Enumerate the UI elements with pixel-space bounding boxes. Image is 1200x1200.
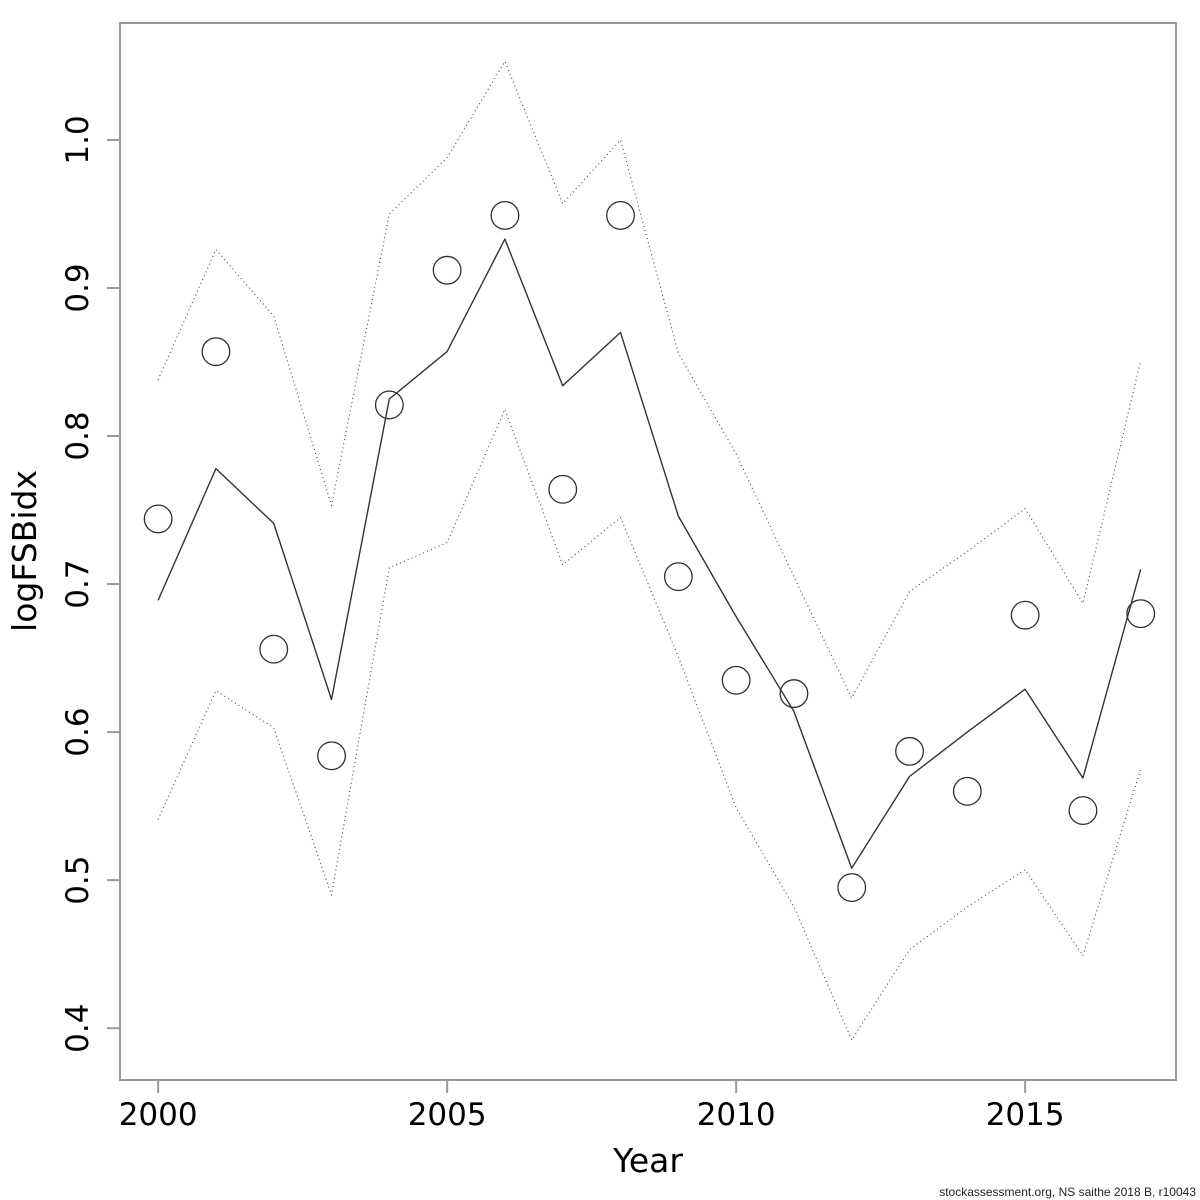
x-axis-title: Year xyxy=(612,1141,683,1180)
y-tick-label: 0.4 xyxy=(60,1004,96,1053)
observed-point xyxy=(1068,796,1098,826)
series-layer xyxy=(143,60,1156,1041)
observed-point xyxy=(721,665,751,695)
observed-point xyxy=(259,634,289,664)
y-axis-title: logFSBidx xyxy=(5,470,44,632)
y-tick-label: 0.6 xyxy=(60,707,96,756)
x-tick-label: 2005 xyxy=(408,1097,487,1133)
ci-upper-line xyxy=(157,60,1142,699)
observed-point xyxy=(606,201,635,230)
observed-point xyxy=(1010,600,1040,630)
watermark: stockassessment.org, NS saithe 2018 B, r… xyxy=(939,1185,1196,1199)
observed-point xyxy=(1126,599,1156,629)
x-tick-label: 2015 xyxy=(986,1097,1065,1133)
observed-point xyxy=(895,736,924,766)
observed-point xyxy=(201,337,231,367)
ci-lower-line xyxy=(157,408,1142,1041)
x-axis: 2000 2005 2010 2015 xyxy=(119,1080,1065,1133)
observed-point xyxy=(317,741,346,771)
observed-point xyxy=(432,255,462,285)
x-tick-label: 2010 xyxy=(697,1097,776,1133)
observed-point xyxy=(490,201,520,230)
observed-point xyxy=(143,504,173,534)
y-tick-label: 0.9 xyxy=(60,263,96,312)
y-axis: 0.4 0.5 0.6 0.7 0.8 0.9 1.0 xyxy=(60,115,120,1053)
y-tick-label: 1.0 xyxy=(60,115,96,164)
observed-point xyxy=(779,679,809,709)
x-tick-label: 2000 xyxy=(119,1097,198,1133)
observed-point xyxy=(837,873,867,902)
observed-point xyxy=(663,562,693,592)
observed-point xyxy=(548,474,578,504)
observed-point xyxy=(374,390,404,420)
fitted-index-line xyxy=(157,238,1142,869)
y-tick-label: 0.7 xyxy=(60,559,96,608)
y-tick-label: 0.5 xyxy=(60,855,96,904)
y-tick-label: 0.8 xyxy=(60,411,96,460)
observed-point xyxy=(952,776,982,806)
plot-border xyxy=(119,22,1177,1081)
